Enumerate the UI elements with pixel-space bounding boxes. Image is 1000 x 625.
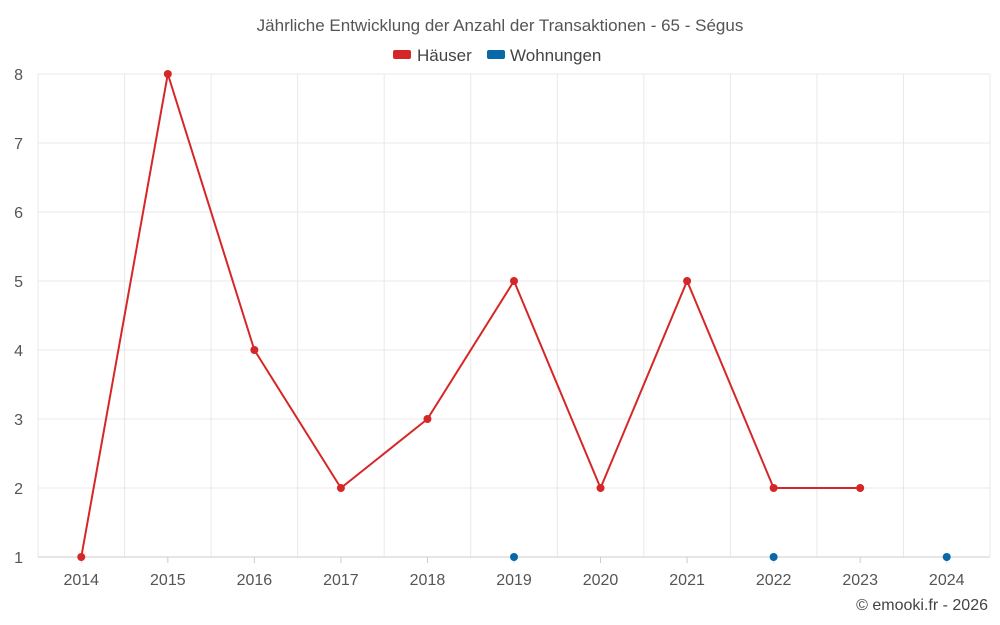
y-tick-label-8: 8 bbox=[14, 67, 23, 84]
y-tick-label-5: 5 bbox=[14, 274, 23, 291]
x-tick-label-2018: 2018 bbox=[410, 572, 446, 589]
point-h-user-2020 bbox=[596, 484, 605, 492]
point-h-user-2016 bbox=[250, 346, 259, 354]
y-tick-label-7: 7 bbox=[14, 136, 23, 153]
x-tick-label-2022: 2022 bbox=[756, 572, 792, 589]
x-tick-label-2015: 2015 bbox=[150, 572, 186, 589]
x-tick-label-2024: 2024 bbox=[929, 572, 965, 589]
x-tick-label-2016: 2016 bbox=[237, 572, 273, 589]
x-tick-label-2023: 2023 bbox=[842, 572, 878, 589]
legend-label-wohnungen[interactable]: Wohnungen bbox=[510, 46, 601, 65]
legend: Häuser Wohnungen bbox=[393, 46, 601, 65]
point-h-user-2015 bbox=[163, 70, 172, 78]
y-tick-label-6: 6 bbox=[14, 205, 23, 222]
point-h-user-2021 bbox=[683, 277, 692, 285]
x-tick-label-2014: 2014 bbox=[63, 572, 99, 589]
legend-swatch-hauser bbox=[393, 50, 411, 59]
point-wohnungen-2024 bbox=[942, 553, 951, 561]
point-h-user-2022 bbox=[769, 484, 778, 492]
x-tick-label-2020: 2020 bbox=[583, 572, 619, 589]
chart-title: Jährliche Entwicklung der Anzahl der Tra… bbox=[257, 16, 744, 35]
axes: 1 2 3 4 5 6 7 8 2014 2015 2016 2017 2018 2019 2020 2021… bbox=[14, 67, 990, 589]
x-tick-label-2021: 2021 bbox=[669, 572, 705, 589]
point-wohnungen-2019 bbox=[510, 553, 518, 561]
legend-label-hauser[interactable]: Häuser bbox=[417, 46, 472, 65]
grid bbox=[37, 73, 991, 557]
point-h-user-2018 bbox=[423, 415, 432, 423]
y-tick-label-1: 1 bbox=[14, 550, 23, 567]
y-tick-label-2: 2 bbox=[14, 481, 23, 498]
point-h-user-2017 bbox=[336, 484, 345, 492]
series-line-h-user bbox=[80, 73, 861, 558]
y-tick-label-4: 4 bbox=[14, 343, 23, 360]
y-tick-label-3: 3 bbox=[14, 412, 23, 429]
point-wohnungen-2022 bbox=[769, 553, 778, 561]
x-tick-label-2019: 2019 bbox=[496, 572, 532, 589]
point-h-user-2019 bbox=[510, 277, 518, 285]
legend-swatch-wohnungen bbox=[487, 50, 505, 59]
x-tick-label-2017: 2017 bbox=[323, 572, 359, 589]
series-layer bbox=[77, 70, 951, 561]
point-h-user-2014 bbox=[77, 553, 86, 561]
point-h-user-2023 bbox=[856, 484, 865, 492]
credit-text: © emooki.fr - 2026 bbox=[856, 597, 988, 614]
